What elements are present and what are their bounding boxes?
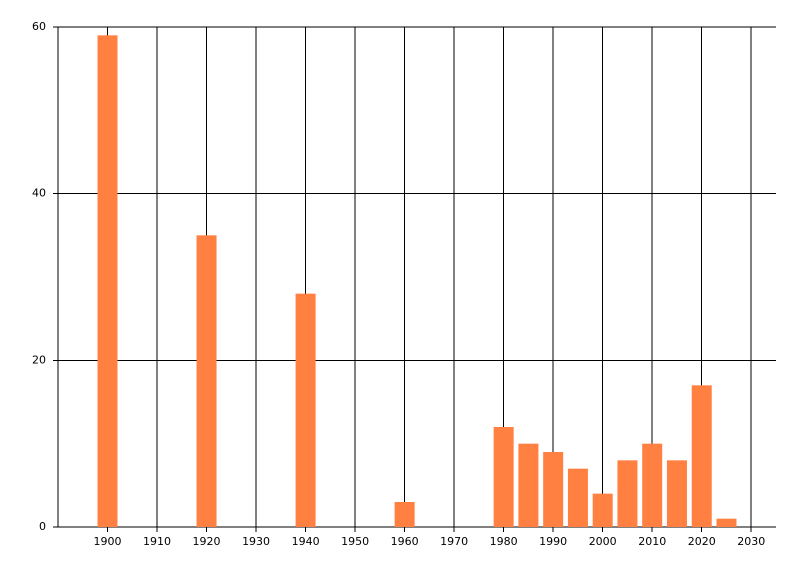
x-tick-label: 1920 bbox=[193, 535, 221, 548]
x-tick-label: 2030 bbox=[737, 535, 765, 548]
bar bbox=[666, 460, 687, 527]
bar bbox=[97, 35, 118, 527]
bar bbox=[691, 385, 712, 527]
x-tick-label: 1990 bbox=[539, 535, 567, 548]
x-tick-label: 2000 bbox=[589, 535, 617, 548]
bar bbox=[543, 452, 564, 527]
x-tick-label: 1960 bbox=[391, 535, 419, 548]
x-tick-label: 1900 bbox=[94, 535, 122, 548]
y-tick-label: 40 bbox=[32, 187, 46, 200]
bar bbox=[493, 427, 514, 527]
x-tick-label: 1910 bbox=[143, 535, 171, 548]
bar bbox=[642, 443, 663, 527]
x-tick-label: 2010 bbox=[638, 535, 666, 548]
x-tick-label: 1970 bbox=[440, 535, 468, 548]
x-tick-label: 1930 bbox=[242, 535, 270, 548]
bar bbox=[394, 502, 415, 527]
bar bbox=[295, 293, 316, 527]
y-tick-label: 60 bbox=[32, 20, 46, 33]
x-tick-label: 1980 bbox=[490, 535, 518, 548]
bar bbox=[592, 493, 613, 527]
bar bbox=[196, 235, 217, 528]
bar bbox=[617, 460, 638, 527]
x-tick-label: 2020 bbox=[688, 535, 716, 548]
bar bbox=[567, 468, 588, 527]
y-tick-label: 20 bbox=[32, 353, 46, 366]
y-tick-label: 0 bbox=[39, 520, 46, 533]
bar bbox=[518, 443, 539, 527]
bar bbox=[716, 518, 737, 527]
x-tick-label: 1950 bbox=[341, 535, 369, 548]
x-tick-label: 1940 bbox=[292, 535, 320, 548]
